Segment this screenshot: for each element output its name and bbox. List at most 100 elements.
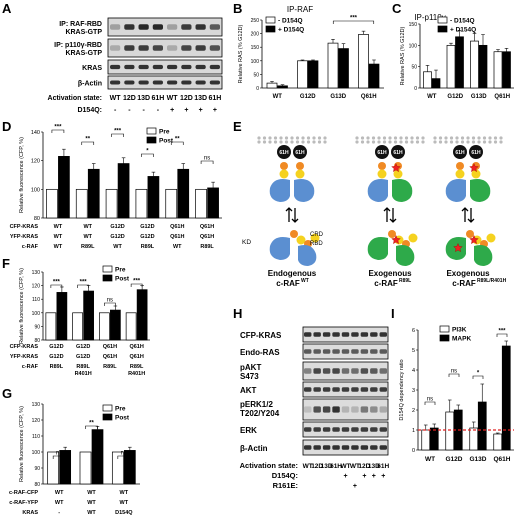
schematic-title: Exogenous <box>446 269 490 278</box>
y-tick-label: 0 <box>414 86 417 92</box>
equilibrium-arrow <box>383 207 397 223</box>
blot-band <box>209 24 220 30</box>
y-tick-label: 100 <box>32 311 41 317</box>
blot-band <box>181 64 192 70</box>
blot-band <box>332 368 340 374</box>
blot-band <box>304 445 312 450</box>
kras-label: 61H <box>471 150 481 156</box>
bar-Pre <box>125 312 137 341</box>
bar-PI3K <box>445 411 455 451</box>
membrane-lipid <box>421 140 425 144</box>
y-tick-label: 140 <box>31 130 40 136</box>
schematic-title: Exogenous <box>368 269 412 278</box>
blot-band <box>341 368 350 374</box>
blot-band <box>209 45 220 51</box>
schematic-superscript: R89L <box>399 278 411 284</box>
membrane-lipid <box>415 140 420 144</box>
d154q-lane-label: + <box>362 473 366 480</box>
blot-band <box>313 368 321 374</box>
membrane-lipid <box>410 140 414 144</box>
blot-band <box>322 427 331 432</box>
blot-band <box>341 427 350 432</box>
blot-band <box>322 387 331 392</box>
membrane-lipid <box>284 140 289 144</box>
significance-label: ** <box>175 137 180 143</box>
bar-Pre <box>99 312 110 341</box>
blot-band <box>110 64 121 70</box>
bar-PI3K <box>493 433 503 451</box>
blot-band <box>313 349 321 354</box>
membrane-lipid <box>284 136 289 140</box>
yfp-condition: WT <box>54 234 63 240</box>
yfp-condition: Q61H <box>200 234 214 240</box>
kinase-domain <box>269 179 290 202</box>
y-tick-label: 5 <box>412 348 415 354</box>
blot-band <box>351 406 359 413</box>
blot-band <box>332 427 340 432</box>
yfp-condition: WT <box>83 234 92 240</box>
activation-label: Activation state: <box>48 95 102 102</box>
membrane-lipid <box>493 140 498 144</box>
d154q-lane-label: + <box>372 473 376 480</box>
condition-row-label: c-RAF-YFP <box>9 500 38 506</box>
bar-Pre <box>111 451 124 485</box>
significance-bracket <box>51 129 65 133</box>
blot-row-label: T202/Y204 <box>240 409 280 418</box>
membrane-lipid <box>317 136 322 140</box>
craf-condition: R401H <box>128 371 145 377</box>
blot-band <box>195 45 206 51</box>
blot-band <box>360 368 369 374</box>
significance-bracket <box>130 283 143 287</box>
membrane-lipid <box>399 136 403 140</box>
membrane-lipid <box>488 140 492 144</box>
significance-bracket <box>77 284 89 288</box>
x-tick-label: Q61H <box>361 94 377 100</box>
craf-condition: WT <box>54 244 63 250</box>
d154q-lane-label: + <box>381 473 385 480</box>
panel-b: B IP-RAF 0 50 100 150 200 250 Relative RAS (% … <box>233 1 384 100</box>
membrane-lipid <box>268 140 272 144</box>
blot-band <box>351 427 359 432</box>
blot-band <box>341 332 350 337</box>
membrane-lipid <box>415 136 420 140</box>
activation-label: Activation state: <box>240 461 298 470</box>
blot-band <box>313 445 321 450</box>
bar-Post <box>83 290 94 341</box>
membrane-lipid <box>377 136 381 140</box>
blot-band <box>124 24 135 30</box>
membrane-lipid <box>355 140 359 144</box>
bar-Pre <box>105 188 118 219</box>
bar-Pre <box>79 451 92 485</box>
kras-condition: - <box>58 510 60 516</box>
blot-band <box>304 406 312 413</box>
d154q-lane-label: - <box>128 107 131 114</box>
bar-- D154Q <box>327 42 339 89</box>
membrane-lipid <box>399 140 403 144</box>
significance-label: ns <box>204 156 210 162</box>
significance-label: *** <box>498 329 506 335</box>
blot-band <box>351 349 359 354</box>
bar-Post <box>91 429 104 485</box>
kras-gtpase <box>277 145 291 159</box>
mutation-star <box>469 234 479 245</box>
membrane-lipid <box>433 136 437 140</box>
crd-domain <box>466 230 474 238</box>
activation-lane-label: WT <box>350 463 360 470</box>
mutation-star <box>469 162 479 173</box>
yfp-condition: Q61H <box>103 354 117 360</box>
rbd-domain <box>377 169 387 179</box>
d154q-lane-label: - <box>114 107 117 114</box>
blot-band <box>138 24 149 30</box>
blot-band <box>322 349 331 354</box>
x-tick-label: G13D <box>330 94 346 100</box>
legend-swatch <box>102 274 113 282</box>
blot-band <box>341 349 350 354</box>
cfp-condition: WT <box>55 490 64 496</box>
blot-band <box>332 349 340 354</box>
bar-Post <box>56 292 68 341</box>
rbd-domain <box>296 235 306 245</box>
significance-label: ns <box>121 451 127 457</box>
blot-row-label: IP: RAF-RBD <box>59 21 102 28</box>
